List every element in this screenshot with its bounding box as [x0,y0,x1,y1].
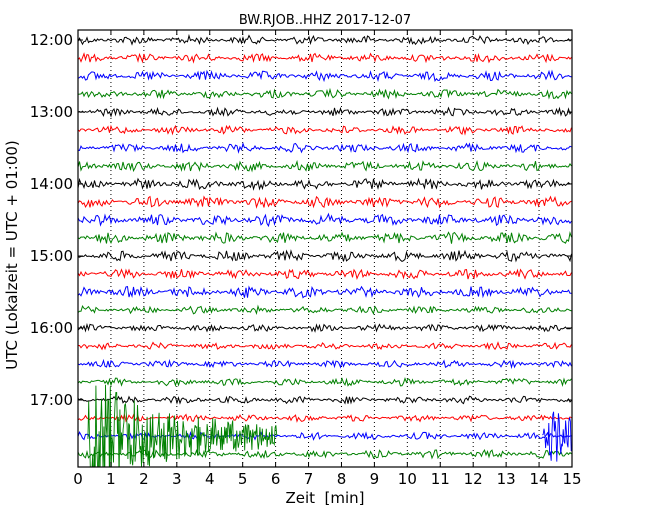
x-tick-label: 9 [370,470,380,488]
x-axis-title: Zeit [min] [285,489,364,507]
x-tick-label: 6 [271,470,281,488]
y-tick-label: 13:00 [30,103,73,121]
trace-line [78,285,572,299]
x-tick-label: 10 [398,470,417,488]
y-tick-label: 17:00 [30,391,73,409]
traces [78,33,572,460]
trace-line [78,358,572,370]
trace-line [78,124,572,136]
trace-line [78,87,572,100]
trace-line [78,177,572,191]
x-tick-label: 7 [304,470,314,488]
x-tick-label: 15 [562,470,581,488]
x-tick-label: 11 [431,470,450,488]
trace-line [78,268,572,281]
x-tick-label: 5 [238,470,248,488]
trace-line [78,159,572,173]
grid-lines [110,30,540,467]
trace-line [78,413,572,423]
x-tick-label: 4 [205,470,215,488]
trace-line [78,212,572,228]
trace-line [78,249,572,263]
seismic-event [542,411,572,462]
x-tick-label: 14 [530,470,549,488]
trace-line [78,377,572,388]
trace-line [78,230,572,244]
x-tick-label: 2 [139,470,149,488]
trace-line [78,304,572,316]
x-tick-label: 0 [73,470,83,488]
y-tick-label: 16:00 [30,319,73,337]
trace-line [78,106,572,118]
chart-title: BW.RJOB..HHZ 2017-12-07 [239,13,411,28]
trace-line [78,69,572,83]
trace-line [78,33,572,46]
x-tick-label: 8 [337,470,347,488]
trace-line [78,448,572,460]
x-tick-label: 3 [172,470,182,488]
plot-frame [77,29,573,468]
trace-line [78,141,572,154]
x-tick-label: 1 [106,470,116,488]
y-tick-label: 14:00 [30,175,73,193]
x-tick-label: 13 [497,470,516,488]
trace-line [78,322,572,333]
trace-line [78,395,572,405]
trace-line [78,52,572,64]
x-axis-ticks: 0 1 2 3 4 5 6 7 8 9 10 11 12 13 14 15 [73,30,582,488]
y-axis-title: UTC (Lokalzeit = UTC + 01:00) [3,140,21,370]
y-tick-label: 15:00 [30,247,73,265]
trace-line [78,431,572,441]
trace-line [78,341,572,351]
y-tick-label: 12:00 [30,31,73,49]
y-axis-ticks: 12:00 13:00 14:00 15:00 16:00 17:00 [30,31,572,409]
x-tick-label: 12 [464,470,483,488]
seismic-events [87,384,572,467]
seismic-event [87,384,278,467]
trace-line [78,195,572,209]
